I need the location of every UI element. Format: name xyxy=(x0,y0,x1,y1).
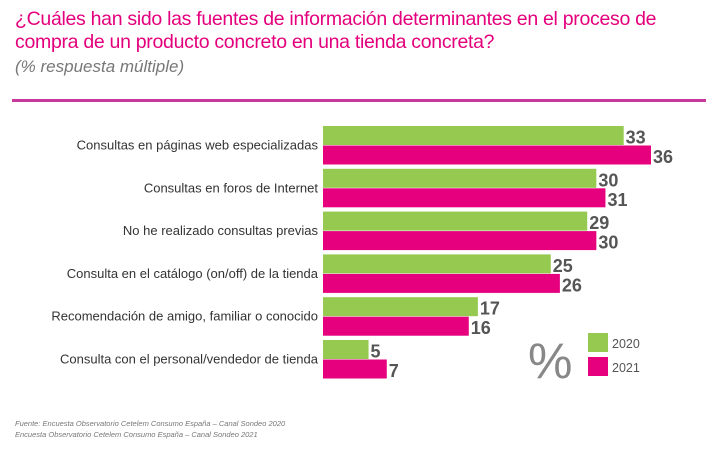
bar-2020 xyxy=(323,254,551,274)
legend-swatch-2021 xyxy=(588,357,608,376)
bar-2021 xyxy=(323,145,651,165)
source-note: Fuente: Encuesta Observatorio Cetelem Co… xyxy=(15,418,285,440)
legend-label: 2021 xyxy=(612,361,640,375)
legend-swatch-2020 xyxy=(588,333,608,352)
data-label: 7 xyxy=(389,361,399,381)
data-label: 36 xyxy=(653,147,673,167)
bar-2020 xyxy=(323,126,624,145)
data-label: 25 xyxy=(553,256,573,276)
bar-2020 xyxy=(323,211,588,231)
bar-2020 xyxy=(323,340,369,359)
bar-2020 xyxy=(323,297,478,317)
category-label: No he realizado consultas previas xyxy=(123,223,319,238)
data-label: 30 xyxy=(598,170,618,190)
chart-title: ¿Cuáles han sido las fuentes de informac… xyxy=(15,8,657,53)
bar-2020 xyxy=(323,168,597,188)
data-label: 17 xyxy=(480,299,500,319)
bar-2021 xyxy=(323,316,469,336)
source-line-1: Fuente: Encuesta Observatorio Cetelem Co… xyxy=(15,419,286,428)
percent-symbol: % xyxy=(528,333,572,389)
category-label: Consulta en el catálogo (on/off) de la t… xyxy=(67,266,319,281)
category-label: Consultas en páginas web especializadas xyxy=(77,138,319,153)
bar-2021 xyxy=(323,231,597,251)
source-line-2: Encuesta Observatorio Cetelem Consumo Es… xyxy=(15,430,258,439)
category-label: Consulta con el personal/vendedor de tie… xyxy=(60,352,319,367)
category-label: Recomendación de amigo, familiar o conoc… xyxy=(51,309,318,324)
data-label: 26 xyxy=(562,275,582,295)
data-label: 5 xyxy=(371,342,381,362)
data-label: 31 xyxy=(607,190,627,210)
data-label: 33 xyxy=(626,128,646,148)
data-label: 30 xyxy=(598,233,618,253)
category-label: Consultas en foros de Internet xyxy=(144,180,319,195)
chart-subtitle: (% respuesta múltiple) xyxy=(15,57,185,76)
bar-2021 xyxy=(323,359,387,379)
bar-2021 xyxy=(323,188,606,208)
title-divider xyxy=(12,99,706,102)
legend-label: 2020 xyxy=(612,337,640,351)
bar-2021 xyxy=(323,273,560,293)
data-label: 29 xyxy=(589,213,609,233)
data-label: 16 xyxy=(471,318,491,338)
